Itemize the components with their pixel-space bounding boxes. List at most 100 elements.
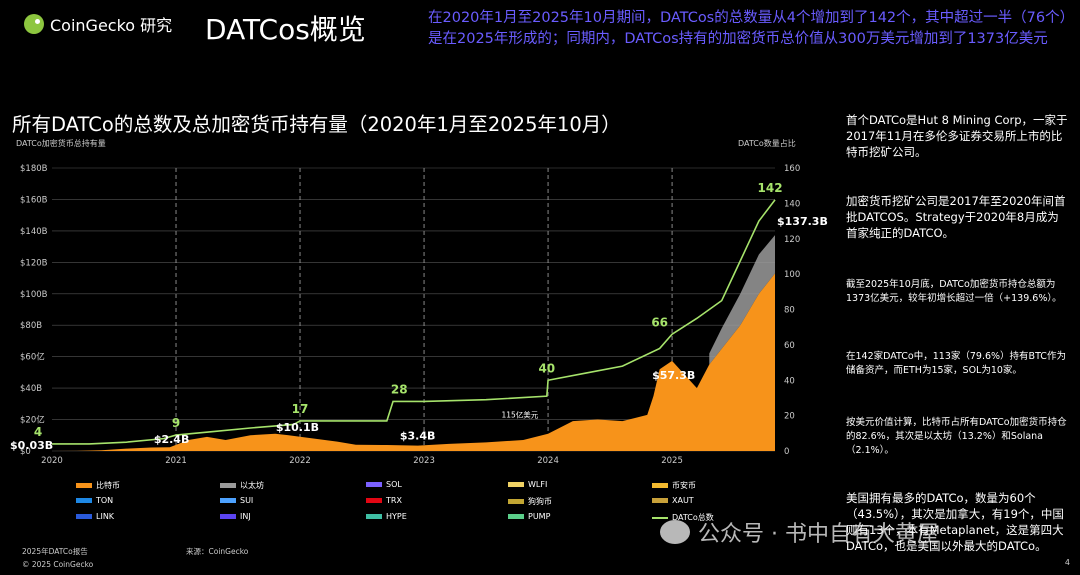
chart-plot: $180B $160B $140B $120B $100B $80B $60亿 $40B $20… — [10, 164, 828, 466]
y-tick-label: $180B — [20, 164, 48, 174]
legend-swatch — [652, 516, 668, 519]
legend-swatch — [508, 482, 524, 487]
legend-swatch — [366, 498, 382, 503]
legend-swatch — [366, 482, 382, 487]
legend-label: INJ — [240, 512, 251, 521]
y2-tick-label: 20 — [784, 412, 795, 422]
legend-label: HYPE — [386, 512, 407, 521]
y2-tick-label: 60 — [784, 341, 795, 351]
sidebar-paragraph: 按美元价值计算，比特币占所有DATCo加密货币持仓的82.6%，其次是以太坊（1… — [846, 417, 1067, 456]
sidebar-paragraph: 在142家DATCo中，113家（79.6%）持有BTC作为储备资产，而ETH为… — [846, 351, 1066, 376]
value-label: $10.1B — [276, 421, 319, 434]
y-tick-label: $160B — [20, 195, 48, 205]
legend-swatch — [220, 483, 236, 488]
value-label: $0.03B — [10, 439, 53, 452]
x-tick-label: 2023 — [413, 456, 435, 466]
legend-swatch — [220, 514, 236, 519]
y2-tick-label: 0 — [784, 447, 789, 457]
count-label: 9 — [172, 416, 180, 430]
legend-label: 币安币 — [672, 481, 696, 490]
legend-item: SUI — [220, 496, 253, 505]
footer-report: 2025年DATCo报告 — [22, 547, 88, 556]
value-label: $2.4B — [154, 433, 190, 446]
legend-item: 狗狗币 — [508, 496, 552, 507]
legend-label: TON — [96, 496, 114, 505]
legend-swatch — [652, 498, 668, 503]
chart-title: 所有DATCo的总数及总加密货币持有量（2020年1月至2025年10月） — [12, 113, 621, 136]
y2-tick-label: 100 — [784, 270, 800, 280]
x-tick-label: 2022 — [289, 456, 311, 466]
count-label: 40 — [538, 361, 555, 375]
value-label: $3.4B — [400, 430, 436, 443]
y2-tick-label: 140 — [784, 199, 800, 209]
legend-item: TRX — [366, 496, 402, 505]
legend-item: TON — [76, 496, 113, 505]
legend-label: 以太坊 — [240, 481, 264, 490]
area-other-assets — [709, 235, 775, 365]
y2-tick-label: 80 — [784, 306, 795, 316]
page-number: 4 — [1064, 558, 1070, 567]
legend-swatch — [508, 514, 524, 519]
x-tick-label: 2024 — [537, 456, 559, 466]
page-title: DATCos概览 — [205, 13, 366, 46]
y2-tick-label: 160 — [784, 164, 800, 174]
coingecko-logo-icon — [24, 14, 44, 34]
count-label: 4 — [34, 425, 42, 439]
x-tick-label: 2021 — [165, 456, 187, 466]
legend-label: 比特币 — [96, 481, 120, 490]
x-tick-label: 2025 — [661, 456, 683, 466]
legend-swatch — [220, 498, 236, 503]
legend-label: 狗狗币 — [528, 497, 552, 506]
count-label: 28 — [391, 382, 408, 396]
area-bitcoin — [52, 273, 775, 451]
legend-item: 以太坊 — [220, 480, 264, 491]
y-tick-label: $20亿 — [20, 415, 45, 426]
summary-text: 在2020年1月至2025年10月期间，DATCos的总数量从4个增加到了142… — [428, 10, 1067, 47]
wechat-icon — [660, 520, 690, 544]
y-tick-label: $140B — [20, 227, 48, 237]
legend-label: TRX — [386, 496, 402, 505]
legend-item: SOL — [366, 480, 402, 489]
legend-item: 币安币 — [652, 480, 696, 491]
legend-item: WLFI — [508, 480, 547, 489]
line-datco-count — [52, 199, 776, 445]
legend-swatch — [76, 498, 92, 503]
legend-label: XAUT — [672, 496, 694, 505]
brand-name: CoinGecko 研究 — [50, 16, 173, 35]
legend-swatch — [76, 483, 92, 488]
legend-swatch — [508, 499, 524, 504]
mid-value-label: 115亿美元 — [501, 410, 538, 420]
legend-swatch — [76, 514, 92, 519]
legend-item: PUMP — [508, 512, 550, 521]
legend-item: LINK — [76, 512, 114, 521]
y-tick-label: $40B — [20, 384, 42, 394]
value-label: $137.3B — [777, 215, 828, 228]
legend-swatch — [366, 514, 382, 519]
y-tick-label: $60亿 — [20, 352, 45, 363]
y2-tick-label: 40 — [784, 376, 795, 386]
legend-label: LINK — [96, 512, 115, 521]
y2-tick-label: 120 — [784, 235, 800, 245]
x-tick-label: 2020 — [41, 456, 63, 466]
count-label: 66 — [651, 315, 668, 329]
legend-item: INJ — [220, 512, 251, 521]
y-axis-label: DATCo加密货币总持有量 — [16, 139, 106, 148]
y-tick-label: $120B — [20, 258, 48, 268]
legend-label: DATCo总数 — [672, 513, 714, 522]
legend-swatch — [652, 483, 668, 488]
chart-legend: 比特币 以太坊 SOL WLFI 币安币 TON SUI TRX 狗狗币 XAU… — [0, 472, 840, 524]
legend-item: HYPE — [366, 512, 407, 521]
legend-label: SOL — [386, 480, 402, 489]
y2-axis-label: DATCo数量占比 — [738, 139, 796, 148]
legend-label: SUI — [240, 496, 254, 505]
legend-label: PUMP — [528, 512, 551, 521]
footer-copyright: © 2025 CoinGecko — [22, 560, 94, 569]
sidebar-paragraph: 美国拥有最多的DATCo，数量为60个（43.5%），其次是加拿大，有19个，中… — [846, 491, 1064, 553]
y-tick-label: $100B — [20, 290, 48, 300]
legend-label: WLFI — [528, 480, 548, 489]
watermark: 公众号 · 书中自有大黄屋 — [660, 516, 939, 548]
brand: CoinGecko 研究 — [24, 12, 172, 36]
count-label: 142 — [758, 181, 783, 195]
sidebar-paragraph: 截至2025年10月底，DATCo加密货币持仓总额为1373亿美元，较年初增长超… — [846, 279, 1062, 304]
y-tick-label: $80B — [20, 321, 42, 331]
